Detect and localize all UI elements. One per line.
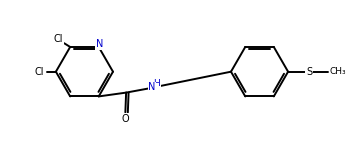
Text: N: N: [148, 82, 156, 92]
Text: O: O: [122, 114, 129, 124]
Text: CH₃: CH₃: [330, 67, 347, 76]
Text: S: S: [306, 67, 312, 77]
Text: H: H: [153, 79, 160, 88]
Text: Cl: Cl: [34, 67, 44, 77]
Text: Cl: Cl: [54, 34, 64, 44]
Text: N: N: [96, 39, 103, 49]
